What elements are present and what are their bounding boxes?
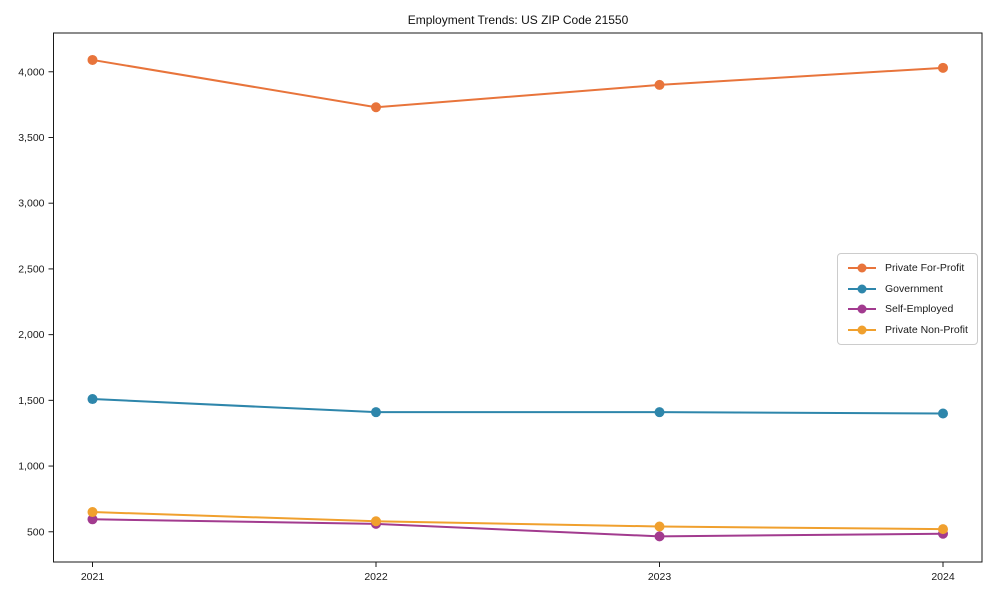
- data-point-private-non-profit: [938, 524, 949, 535]
- data-point-private-non-profit: [370, 516, 381, 527]
- data-point-government: [938, 408, 949, 419]
- legend-marker-self-employed: [848, 304, 876, 314]
- chart-title: Employment Trends: US ZIP Code 21550: [407, 13, 629, 27]
- y-tick-label: 500: [27, 526, 45, 538]
- data-point-private-for-profit: [87, 54, 98, 65]
- legend-marker-government: [848, 284, 876, 294]
- series-line-private-for-profit: [92, 58, 944, 109]
- y-tick-label: 2,000: [18, 329, 44, 341]
- legend-item-private-non-profit: Private Non-Profit: [846, 324, 969, 336]
- legend-marker-private-non-profit: [848, 325, 876, 335]
- data-point-government: [87, 394, 98, 405]
- data-point-private-for-profit: [654, 79, 665, 90]
- data-point-self-employed: [87, 514, 98, 525]
- legend-marker-private-for-profit: [848, 263, 876, 273]
- legend-label: Private Non-Profit: [885, 323, 968, 336]
- data-point-private-non-profit: [87, 507, 98, 518]
- legend-item-government: Government: [846, 283, 969, 295]
- plot-border: [53, 32, 983, 563]
- legend-item-private-for-profit: Private For-Profit: [846, 262, 969, 274]
- legend-label: Private For-Profit: [885, 262, 965, 275]
- legend-dot: [857, 304, 867, 314]
- data-point-private-non-profit: [654, 521, 665, 532]
- legend-label: Self-Employed: [885, 303, 954, 316]
- y-tick-label: 3,000: [18, 198, 44, 210]
- data-point-government: [654, 407, 665, 418]
- legend-item-self-employed: Self-Employed: [846, 303, 969, 315]
- x-tick-label: 2024: [931, 571, 955, 583]
- series-line-self-employed: [92, 518, 944, 538]
- data-point-private-for-profit: [938, 62, 949, 73]
- data-point-private-for-profit: [370, 102, 381, 113]
- legend-label: Government: [885, 282, 943, 295]
- legend-dot: [857, 263, 867, 273]
- legend-dot: [857, 284, 867, 294]
- legend-dot: [857, 325, 867, 335]
- x-tick-label: 2023: [648, 571, 672, 583]
- legend: Private For-Profit Government Self-Employe…: [837, 253, 978, 345]
- x-tick-label: 2022: [364, 571, 388, 583]
- y-tick-label: 1,000: [18, 461, 44, 473]
- series-line-private-non-profit: [92, 511, 944, 531]
- data-point-government: [370, 407, 381, 418]
- series-line-government: [92, 398, 944, 415]
- y-tick-label: 2,500: [18, 263, 44, 275]
- y-tick-label: 4,000: [18, 66, 44, 78]
- data-point-self-employed: [654, 531, 665, 542]
- x-tick-label: 2021: [81, 571, 105, 583]
- y-tick-label: 1,500: [18, 395, 44, 407]
- y-tick-label: 3,500: [18, 132, 44, 144]
